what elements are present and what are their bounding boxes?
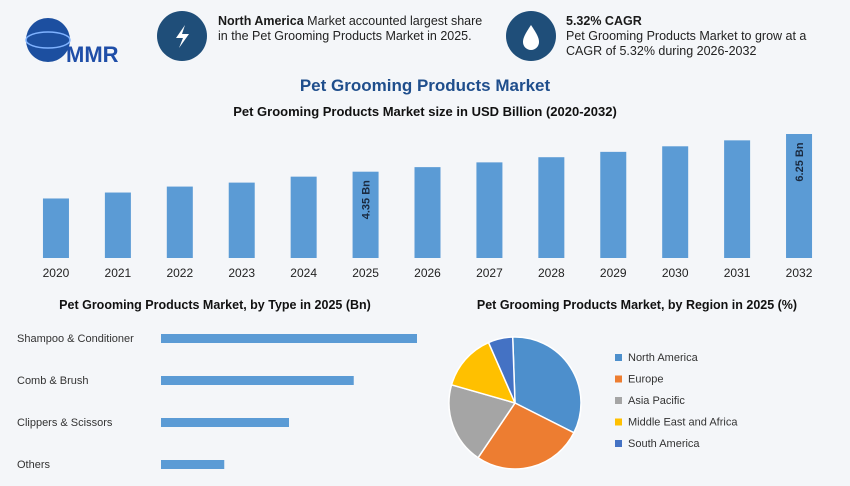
x-tick-label: 2027 xyxy=(476,266,503,280)
x-tick-label: 2025 xyxy=(352,266,379,280)
bar xyxy=(352,171,379,258)
chart-title: Pet Grooming Products Market, by Region … xyxy=(477,298,797,312)
bar xyxy=(724,140,751,258)
legend-swatch xyxy=(615,354,622,361)
bar xyxy=(161,376,354,385)
legend-swatch xyxy=(615,375,622,383)
x-tick-label: 2023 xyxy=(228,266,255,280)
bar xyxy=(538,157,565,258)
x-tick-label: 2032 xyxy=(786,266,813,280)
x-tick-label: 2026 xyxy=(414,266,441,280)
bar xyxy=(786,134,813,258)
bar xyxy=(166,186,193,258)
pie-slice xyxy=(450,341,517,405)
bar xyxy=(414,167,441,258)
y-tick-label: Comb & Brush xyxy=(17,375,89,387)
bar xyxy=(228,182,255,258)
logo-text: MMR xyxy=(66,42,119,67)
bar xyxy=(161,334,417,343)
legend-swatch xyxy=(615,440,622,447)
logo-globe xyxy=(26,18,70,62)
highlight-text: Pet Grooming Products Market to grow at … xyxy=(566,29,807,58)
y-tick-label: Others xyxy=(17,459,51,471)
chart-title: Pet Grooming Products Market size in USD… xyxy=(233,104,617,119)
x-tick-label: 2021 xyxy=(105,266,132,280)
pie-slice xyxy=(487,336,516,404)
pie-slice xyxy=(511,336,582,434)
bar xyxy=(290,176,317,258)
logo-orbit xyxy=(25,31,71,49)
legend-label: Asia Pacific xyxy=(628,395,685,407)
highlight: 5.32% CAGR Pet Grooming Products Market … xyxy=(566,14,836,59)
bar xyxy=(161,460,225,469)
bar xyxy=(42,198,69,258)
bar xyxy=(662,146,689,258)
icon-glyph xyxy=(176,25,189,48)
bar xyxy=(104,192,131,258)
y-tick-label: Clippers & Scissors xyxy=(17,417,113,429)
highlight-text: Market accounted largest share in the Pe… xyxy=(218,14,483,43)
pie-slice xyxy=(448,383,517,459)
legend-swatch xyxy=(615,397,622,404)
x-tick-label: 2030 xyxy=(662,266,689,280)
logo: MMR xyxy=(25,18,119,67)
chart-title: Pet Grooming Products Market, by Type in… xyxy=(59,298,371,312)
legend-label: Europe xyxy=(628,374,663,386)
x-tick-label: 2031 xyxy=(724,266,751,280)
bar xyxy=(600,151,627,258)
x-tick-label: 2022 xyxy=(166,266,193,280)
pie-slice xyxy=(477,402,575,470)
x-tick-label: 2028 xyxy=(538,266,565,280)
main-title: Pet Grooming Products Market xyxy=(300,76,551,95)
bar xyxy=(476,162,503,258)
bar xyxy=(161,418,289,427)
legend-label: Middle East and Africa xyxy=(628,417,738,429)
x-tick-label: 2029 xyxy=(600,266,627,280)
highlight: North America Market accounted largest s… xyxy=(218,14,493,44)
legend-label: South America xyxy=(628,438,700,450)
highlight-title: 5.32% CAGR xyxy=(566,14,642,28)
legend-swatch xyxy=(615,418,622,426)
value-label: 4.35 Bn xyxy=(361,180,373,219)
x-tick-label: 2024 xyxy=(290,266,317,280)
value-label: 6.25 Bn xyxy=(794,142,806,181)
x-tick-label: 2020 xyxy=(43,266,70,280)
legend-label: North America xyxy=(628,352,699,364)
highlight-title: North America xyxy=(218,14,304,28)
icon-glyph xyxy=(523,25,539,50)
y-tick-label: Shampoo & Conditioner xyxy=(17,333,134,345)
